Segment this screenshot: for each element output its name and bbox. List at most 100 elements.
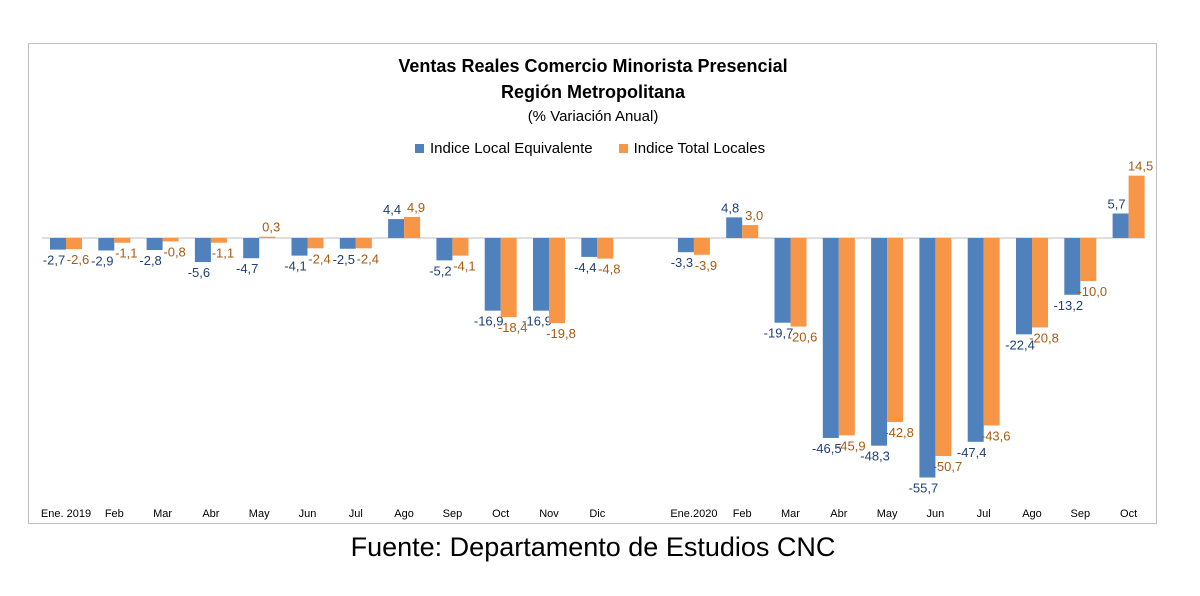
legend-label-local-equivalente: Indice Local Equivalente: [430, 139, 593, 157]
data-label-total-locales: 3,0: [745, 208, 763, 223]
data-label-total-locales: -19,8: [546, 326, 576, 341]
x-tick-label: Jun: [927, 508, 945, 520]
bar-local-equivalente: [291, 238, 308, 256]
data-label-local-equivalente: -19,7: [764, 326, 794, 341]
x-tick-label: May: [877, 508, 898, 520]
bar-local-equivalente: [822, 238, 839, 438]
data-label-total-locales: 4,9: [407, 200, 425, 215]
data-label-local-equivalente: -55,7: [909, 481, 939, 496]
bar-local-equivalente: [484, 238, 501, 311]
data-label-total-locales: -4,1: [453, 259, 475, 274]
data-label-local-equivalente: -5,6: [188, 265, 210, 280]
bar-local-equivalente: [98, 238, 115, 251]
bar-total-locales: [1032, 238, 1048, 328]
bar-total-locales: [693, 238, 710, 255]
data-label-total-locales: -45,9: [836, 438, 866, 453]
data-label-local-equivalente: -2,8: [139, 253, 161, 268]
data-label-total-locales: -0,8: [163, 244, 185, 259]
data-label-local-equivalente: -48,3: [860, 449, 890, 464]
x-tick-label: Jul: [349, 508, 363, 520]
x-tick-label: Abr: [202, 508, 219, 520]
bar-total-locales: [838, 238, 855, 436]
bar-total-locales: [887, 238, 904, 423]
data-label-local-equivalente: -2,5: [333, 252, 355, 267]
data-label-total-locales: -2,6: [67, 252, 89, 267]
x-tick-label: Oct: [492, 508, 509, 520]
bar-total-locales: [259, 236, 276, 238]
data-label-local-equivalente: -4,1: [284, 259, 306, 274]
x-tick-label: Ene.2020: [670, 508, 717, 520]
bar-total-locales: [210, 238, 227, 243]
data-label-total-locales: 0,3: [262, 220, 280, 235]
x-tick-label: Mar: [781, 508, 800, 520]
data-label-total-locales: -2,4: [308, 251, 330, 266]
data-label-total-locales: -20,6: [788, 330, 818, 345]
bar-total-locales: [935, 238, 952, 457]
bar-total-locales: [983, 238, 1000, 426]
data-label-local-equivalente: -16,9: [522, 314, 552, 329]
data-label-local-equivalente: -2,9: [91, 253, 113, 268]
bar-total-locales: [355, 238, 372, 249]
x-tick-label: Ene. 2019: [41, 508, 91, 520]
data-label-total-locales: -42,8: [884, 425, 914, 440]
bar-total-locales: [597, 238, 614, 259]
bar-total-locales: [162, 238, 179, 242]
bar-local-equivalente: [533, 238, 549, 311]
data-label-total-locales: -1,1: [115, 246, 137, 261]
bar-local-equivalente: [1112, 213, 1129, 238]
x-tick-label: Ago: [1022, 508, 1042, 520]
legend-item-total-locales: Indice Total Locales: [618, 140, 765, 157]
legend-swatch-local-equivalente: [415, 143, 424, 153]
bar-total-locales: [1128, 175, 1145, 238]
data-label-total-locales: -18,4: [498, 320, 528, 335]
bar-total-locales: [549, 238, 565, 324]
x-tick-label: Mar: [153, 508, 172, 520]
data-label-local-equivalente: 4,8: [721, 200, 739, 215]
bar-total-locales: [742, 225, 759, 238]
source-caption: Fuente: Departamento de Estudios CNC: [350, 532, 836, 562]
data-label-local-equivalente: -16,9: [474, 314, 504, 329]
chart-title-line2: Región Metropolitana: [501, 82, 685, 102]
bar-local-equivalente: [581, 238, 598, 257]
bar-total-locales: [307, 238, 324, 249]
data-label-local-equivalente: -2,7: [43, 253, 65, 268]
data-label-total-locales: 14,5: [1128, 159, 1153, 174]
data-label-local-equivalente: 4,4: [383, 202, 401, 217]
x-tick-label: Sep: [1071, 508, 1091, 520]
bar-local-equivalente: [339, 238, 356, 249]
data-label-local-equivalente: -5,2: [429, 263, 451, 278]
bar-local-equivalente: [436, 238, 453, 261]
data-label-total-locales: -43,6: [981, 428, 1011, 443]
x-tick-label: Feb: [105, 508, 124, 520]
bar-total-locales: [500, 238, 517, 318]
x-tick-label: Sep: [443, 508, 463, 520]
bar-total-locales: [1080, 238, 1097, 281]
data-label-local-equivalente: 5,7: [1108, 196, 1126, 211]
bar-total-locales: [790, 238, 807, 327]
data-label-total-locales: -4,8: [598, 262, 620, 277]
bar-local-equivalente: [677, 238, 694, 253]
x-tick-label: Nov: [539, 508, 559, 520]
bar-total-locales: [452, 238, 469, 256]
data-label-local-equivalente: -22,4: [1005, 337, 1035, 352]
legend-swatch-total-locales: [618, 143, 628, 153]
data-label-local-equivalente: -3,3: [671, 255, 693, 270]
bar-local-equivalente: [243, 238, 260, 259]
x-tick-label: Feb: [733, 508, 752, 520]
legend-item-local-equivalente: Indice Local Equivalente: [415, 140, 593, 157]
bar-total-locales: [114, 238, 131, 243]
x-tick-label: Jun: [299, 508, 317, 520]
chart-legend: Indice Local Equivalente Indice Total Lo…: [415, 138, 791, 158]
bar-total-locales: [66, 238, 82, 250]
bar-local-equivalente: [967, 238, 984, 442]
bar-local-equivalente: [388, 219, 405, 238]
data-label-total-locales: -2,4: [357, 251, 379, 266]
bar-local-equivalente: [919, 238, 936, 478]
bar-local-equivalente: [774, 238, 791, 323]
data-label-local-equivalente: -4,4: [574, 260, 596, 275]
bar-local-equivalente: [50, 238, 66, 250]
data-label-total-locales: -20,8: [1029, 330, 1059, 345]
x-tick-label: Oct: [1120, 508, 1137, 520]
x-tick-label: Ago: [394, 508, 414, 520]
